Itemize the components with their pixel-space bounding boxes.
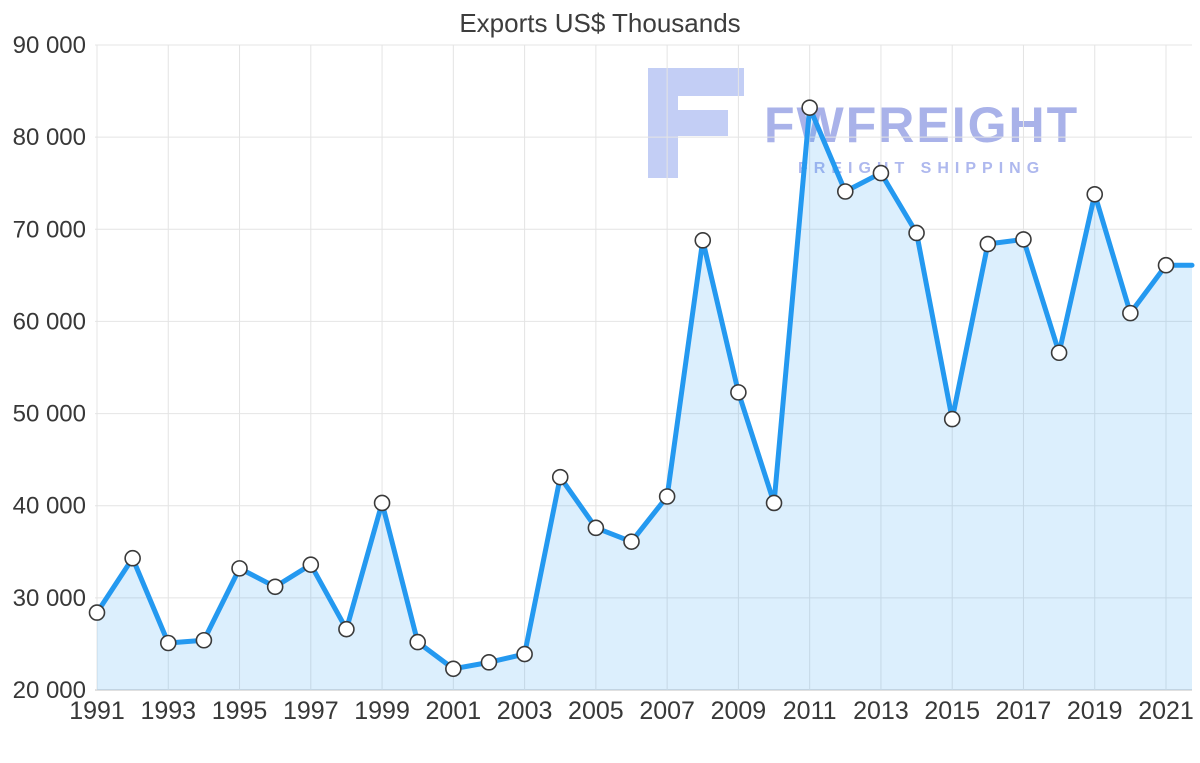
- watermark-tagline: FREIGHT SHIPPING: [798, 160, 1046, 177]
- data-point: [1015, 231, 1032, 248]
- x-tick-label: 2021: [1138, 697, 1194, 725]
- logo-stem: [648, 68, 678, 178]
- data-point: [658, 488, 676, 505]
- y-tick-label: 30 000: [13, 585, 86, 612]
- data-point: [1086, 185, 1104, 203]
- data-point: [516, 645, 533, 663]
- data-point: [231, 560, 248, 577]
- data-point: [730, 384, 747, 401]
- data-point: [979, 235, 997, 253]
- data-point: [551, 468, 569, 486]
- data-point: [159, 634, 177, 652]
- x-tick-label: 1997: [283, 697, 339, 725]
- x-tick-label: 2009: [711, 697, 767, 725]
- data-point: [908, 224, 925, 242]
- data-point: [195, 631, 213, 649]
- data-point: [1157, 256, 1175, 274]
- y-tick-label: 60 000: [13, 308, 86, 335]
- data-point: [623, 533, 640, 550]
- data-point: [88, 604, 106, 621]
- watermark-text: FWFREIGHT FREIGHT SHIPPING: [764, 68, 1079, 178]
- x-tick-label: 2001: [426, 697, 482, 725]
- x-tick-label: 2005: [568, 697, 624, 725]
- x-tick-label: 2015: [924, 697, 980, 725]
- data-point: [1050, 344, 1068, 362]
- y-tick-label: 50 000: [13, 401, 86, 428]
- data-point: [765, 494, 783, 512]
- data-point: [302, 556, 320, 573]
- data-point: [801, 99, 818, 116]
- x-tick-label: 1993: [140, 697, 196, 725]
- fwfreight-logo-icon: [648, 68, 744, 178]
- chart-title: Exports US$ Thousands: [459, 8, 741, 38]
- x-tick-label: 1991: [69, 697, 125, 725]
- x-tick-label: 2007: [639, 697, 695, 725]
- y-tick-label: 80 000: [13, 124, 86, 151]
- data-point: [266, 578, 284, 596]
- logo-mid-arm: [678, 110, 728, 136]
- x-tick-label: 1999: [354, 697, 410, 725]
- data-point: [1122, 304, 1139, 322]
- y-tick-label: 20 000: [13, 677, 86, 704]
- data-point: [409, 633, 427, 651]
- y-tick-label: 90 000: [13, 32, 86, 59]
- data-point: [338, 620, 355, 638]
- data-point: [373, 494, 391, 512]
- watermark: FWFREIGHT FREIGHT SHIPPING: [648, 68, 1079, 178]
- x-tick-label: 2011: [783, 697, 837, 725]
- x-tick-label: 2003: [497, 697, 553, 725]
- y-tick-label: 70 000: [13, 216, 86, 243]
- y-tick-label: 40 000: [13, 493, 86, 520]
- data-point: [124, 549, 141, 567]
- x-tick-label: 1995: [212, 697, 268, 725]
- data-point: [836, 183, 854, 200]
- data-point: [445, 660, 462, 678]
- data-point: [943, 410, 961, 428]
- x-tick-label: 2019: [1067, 697, 1123, 725]
- data-point: [587, 519, 605, 537]
- data-point: [694, 232, 712, 249]
- data-point: [872, 164, 890, 182]
- x-tick-label: 2017: [996, 697, 1052, 725]
- area-fill: [97, 107, 1192, 690]
- data-point: [480, 654, 498, 671]
- x-tick-label: 2013: [853, 697, 909, 725]
- logo-top-arm: [678, 68, 744, 96]
